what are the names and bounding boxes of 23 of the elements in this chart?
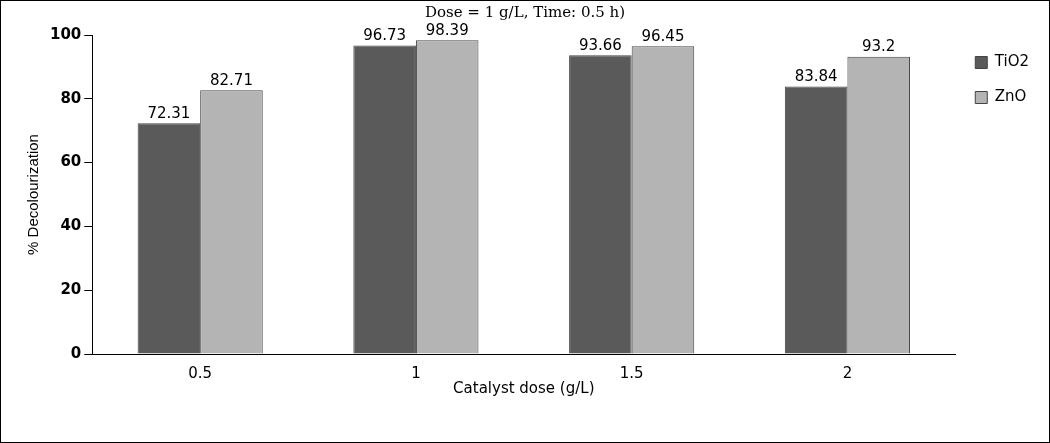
x-tick-label: 1.5 (619, 363, 644, 382)
y-tick-label: 40 (60, 216, 82, 235)
x-axis-title: Catalyst dose (g/L) (453, 378, 595, 397)
data-label: 98.39 (425, 20, 469, 39)
data-label: 72.31 (147, 103, 191, 122)
data-label: 82.71 (209, 70, 253, 89)
data-label: 96.45 (641, 26, 685, 45)
data-label: 93.66 (578, 35, 622, 54)
data-label: 93.2 (861, 37, 896, 56)
y-tick-label: 0 (70, 343, 82, 362)
y-tick-label: 20 (60, 280, 82, 299)
y-tick-label: 100 (50, 24, 82, 43)
legend-label: TiO2 (993, 52, 1029, 71)
x-tick-label: 0.5 (188, 363, 213, 382)
x-tick-label: 2 (842, 363, 853, 382)
y-tick-label: 60 (60, 152, 82, 171)
y-axis-title: % Decolourization (24, 134, 42, 255)
data-label: 96.73 (363, 25, 407, 44)
data-label: 83.84 (794, 66, 838, 85)
chart-title: Dose = 1 g/L, Time: 0.5 h) (423, 3, 627, 21)
x-tick-label: 1 (411, 363, 421, 382)
y-tick-label: 80 (60, 88, 82, 107)
legend-label: ZnO (994, 87, 1027, 106)
